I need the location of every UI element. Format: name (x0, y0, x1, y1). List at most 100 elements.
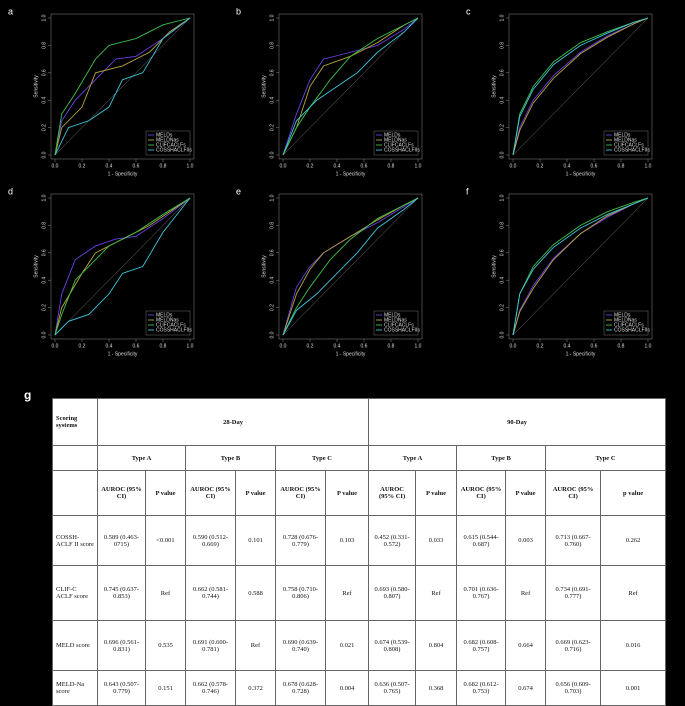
y-tick-label: 0.2 (499, 304, 505, 311)
column-header: AUROC (95% CI) (368, 470, 417, 516)
x-tick-label: 0.2 (537, 343, 544, 349)
y-tick-label: 0.0 (269, 151, 275, 158)
column-header: P value (145, 470, 186, 516)
table-cell: 0.372 (235, 670, 276, 706)
table-cell: 0.678 (0.628-0.728) (275, 670, 326, 706)
panel-label: g (24, 388, 32, 402)
table-cell: 0.101 (235, 515, 276, 566)
x-axis-label: 1 - Specificity (108, 171, 138, 177)
x-tick-label: 0.4 (564, 343, 571, 349)
x-axis-label: 1 - Specificity (336, 171, 366, 177)
table-cell: 0.033 (415, 515, 458, 566)
type-header: Type A (97, 445, 186, 471)
legend-box (145, 130, 191, 156)
x-tick-label: 0.6 (591, 163, 598, 169)
table-row: Scoring systems 28-Day 90-Day (52, 398, 667, 446)
reference-line (54, 17, 191, 156)
x-tick-label: 0.6 (361, 343, 368, 349)
x-tick-label: 0.6 (133, 163, 140, 169)
table-row: MELD-Na score 0.643 (0.507-0.779) 0.151 0.6… (52, 670, 667, 706)
y-tick-label: 0.6 (269, 69, 275, 76)
empty-cell (52, 445, 98, 471)
roc-curve (282, 17, 419, 156)
table-cell: 0.691 (0.600-0.781) (185, 620, 236, 671)
panel-label: d (8, 186, 13, 196)
legend-label: CLIFCACLFs (384, 142, 414, 148)
roc-curve (512, 17, 649, 156)
x-tick-label: 0.8 (388, 163, 395, 169)
row-header: COSSH-ACLF II score (52, 515, 98, 566)
roc-curve (54, 17, 191, 156)
x-axis-label: 1 - Specificity (566, 351, 596, 357)
x-tick-label: 0.0 (510, 343, 517, 349)
table-cell: 0.690 (0.639-0.740) (275, 620, 326, 671)
x-tick-label: 0.2 (307, 343, 314, 349)
table-cell: Ref (235, 620, 276, 671)
table-cell: 0.734 (0.691-0.777) (545, 565, 602, 621)
panel-label: b (236, 6, 241, 16)
legend-label: MELDs (156, 312, 173, 318)
reference-line (54, 197, 191, 336)
legend-label: CLIFCACLFs (614, 142, 644, 148)
column-header: p value (600, 470, 667, 516)
legend-label: CLIFCACLFs (614, 322, 644, 328)
column-header: AUROC (95% CI) (275, 470, 326, 516)
period-header: 90-Day (368, 398, 667, 446)
x-tick-label: 0.0 (280, 343, 287, 349)
y-tick-label: 0.4 (41, 277, 47, 284)
table-cell: 0.016 (600, 620, 667, 671)
table-cell: 0.662 (0.581-0.744) (185, 565, 236, 621)
roc-panels: a 0.0 0.2 0.4 0.6 0.8 1.0 0.0 0.2 0.4 0.6 0.8 1.0 1 -… (8, 6, 653, 357)
x-tick-label: 0.4 (106, 163, 113, 169)
table-cell: 0.745 (0.637-0.853) (97, 565, 146, 621)
table-cell: Ref (145, 565, 186, 621)
table-cell: <0.001 (145, 515, 186, 566)
reference-line (282, 197, 419, 336)
y-tick-label: 0.2 (499, 124, 505, 131)
table-cell: 0.758 (0.710-0.806) (275, 565, 326, 621)
y-tick-label: 0.0 (41, 151, 47, 158)
table-cell: Ref (505, 565, 547, 621)
roc-curve (282, 17, 419, 156)
y-tick-label: 1.0 (269, 194, 275, 201)
y-tick-label: 0.6 (499, 69, 505, 76)
y-axis-label: Sensitivity (491, 75, 497, 98)
table-cell: 0.151 (145, 670, 186, 706)
table-cell: 0.693 (0.580-0.807) (368, 565, 417, 621)
table-cell: 0.728 (0.676-0.779) (275, 515, 326, 566)
x-tick-label: 0.4 (334, 343, 341, 349)
table-cell: 0.682 (0.608-0.757) (456, 620, 507, 671)
table-cell: 0.452 (0.331-0.572) (368, 515, 417, 566)
roc-curve (282, 197, 419, 336)
x-tick-label: 1.0 (415, 163, 422, 169)
corner-header: Scoring systems (52, 398, 98, 446)
x-axis-label: 1 - Specificity (108, 351, 138, 357)
y-tick-label: 0.8 (499, 222, 505, 229)
y-tick-label: 0.8 (499, 42, 505, 49)
y-tick-label: 0.4 (41, 97, 47, 104)
y-tick-label: 0.8 (41, 222, 47, 229)
legend-label: COSSHACLFIIs (384, 147, 420, 153)
roc-curve (512, 197, 649, 336)
table-row: COSSH-ACLF II score 0.589 (0.463-0715) <0.… (52, 515, 667, 566)
y-axis-label: Sensitivity (33, 75, 39, 98)
x-tick-label: 0.4 (106, 343, 113, 349)
x-tick-label: 0.2 (537, 163, 544, 169)
row-header: CLIF-C ACLF score (52, 565, 98, 621)
y-tick-label: 0.2 (269, 124, 275, 131)
y-tick-label: 0.6 (41, 69, 47, 76)
legend-label: MELDs (614, 132, 631, 138)
roc-curve (282, 17, 419, 156)
y-tick-label: 0.0 (499, 331, 505, 338)
reference-line (512, 197, 649, 336)
x-tick-label: 0.4 (334, 163, 341, 169)
empty-cell (52, 470, 98, 516)
table-row: AUROC (95% CI) P value AUROC (95% CI) P val… (52, 470, 667, 516)
y-tick-label: 0.2 (41, 304, 47, 311)
y-tick-label: 0.6 (499, 249, 505, 256)
y-tick-label: 0.6 (269, 249, 275, 256)
x-tick-label: 0.8 (618, 343, 625, 349)
legend-label: COSSHACLFIIs (156, 327, 192, 333)
table-cell: 0.713 (0.667-0.760) (545, 515, 602, 566)
